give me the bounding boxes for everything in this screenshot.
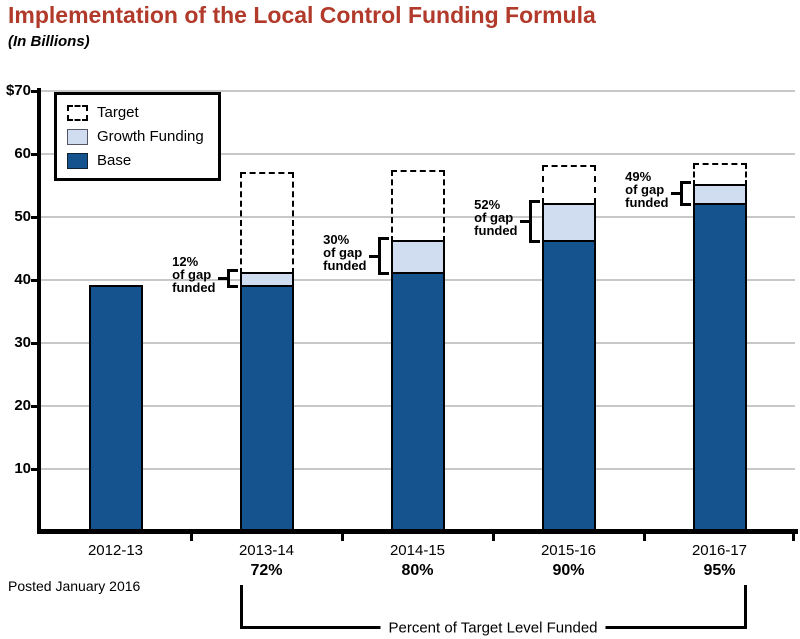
gap-annotation-line: of gap — [172, 267, 212, 283]
x-axis-tick — [643, 534, 646, 541]
gap-annotation-text: 30% of gap funded — [323, 233, 366, 272]
gap-annotation-text: 49% of gap funded — [625, 170, 668, 209]
x-axis — [37, 529, 798, 534]
base-bar — [541, 240, 596, 531]
gap-annotation-text: 52% of gap funded — [474, 198, 517, 237]
gap-annotation-line: funded — [625, 195, 669, 211]
y-tick-label: 20 — [14, 397, 31, 414]
gap-annotation-line: 52% — [474, 197, 501, 213]
gap-bracket-dash — [670, 191, 680, 195]
legend: Target Growth Funding Base — [54, 92, 221, 181]
chart-subtitle: (In Billions) — [8, 33, 90, 50]
gap-annotation-line: 30% — [323, 232, 350, 248]
gap-bracket — [679, 180, 691, 206]
bracket-left-end — [239, 585, 243, 629]
gap-annotation-line: funded — [172, 280, 216, 296]
percent-funded-label: 90% — [552, 562, 585, 579]
y-tick-label: 40 — [14, 271, 31, 288]
y-tick-label: 50 — [14, 208, 31, 225]
target-outline — [692, 162, 747, 186]
year-label: 2015-16 — [540, 542, 597, 559]
gap-annotation-text: 12% of gap funded — [172, 255, 215, 294]
target-outline — [390, 169, 445, 243]
legend-label: Target — [97, 104, 139, 121]
gap-annotation-line: of gap — [474, 210, 514, 226]
legend-item-growth: Growth Funding — [67, 128, 204, 145]
year-label: 2012-13 — [87, 542, 144, 559]
x-axis-tick — [190, 534, 193, 541]
y-axis-tick — [31, 278, 39, 282]
percent-funded-label: 80% — [401, 562, 434, 579]
y-axis — [37, 88, 41, 532]
gridline-50 — [41, 216, 795, 218]
y-tick-label: 10 — [14, 460, 31, 477]
base-bar — [239, 285, 294, 531]
y-tick-label: 30 — [14, 334, 31, 351]
gap-bracket — [226, 268, 238, 289]
x-axis-tick — [492, 534, 495, 541]
gap-bracket — [528, 199, 540, 244]
target-outline — [541, 165, 596, 205]
y-axis-tick — [31, 89, 39, 93]
chart-title: Implementation of the Local Control Fund… — [8, 2, 596, 28]
gap-annotation-line: 49% — [625, 169, 652, 185]
percent-funded-label: 72% — [250, 562, 283, 579]
y-tick-label: 60 — [14, 145, 31, 162]
bracket-right-end — [743, 585, 747, 629]
gap-annotation-line: funded — [474, 223, 518, 239]
year-label: 2014-15 — [389, 542, 446, 559]
year-label: 2013-14 — [238, 542, 295, 559]
gap-annotation-line: 12% — [172, 254, 199, 270]
y-axis-tick — [31, 467, 39, 471]
gridline-70 — [41, 90, 795, 92]
gap-bracket-dash — [217, 276, 227, 280]
gap-bracket — [377, 237, 389, 275]
growth-swatch-icon — [67, 128, 88, 145]
growth-bar — [541, 202, 596, 243]
gap-annotation-line: of gap — [323, 245, 363, 261]
y-axis-tick — [31, 152, 39, 156]
growth-bar — [390, 240, 445, 274]
target-outline — [239, 172, 294, 274]
growth-bar — [692, 183, 747, 205]
posted-date-label: Posted January 2016 — [8, 578, 141, 594]
x-axis-tick — [792, 534, 795, 541]
y-tick-label: $70 — [5, 82, 31, 99]
y-axis-tick — [31, 215, 39, 219]
base-bar — [390, 271, 445, 531]
target-swatch-icon — [67, 104, 88, 121]
gridline-60 — [41, 153, 795, 155]
base-bar — [692, 202, 747, 531]
legend-item-base: Base — [67, 152, 204, 169]
gap-bracket-dash — [519, 219, 529, 223]
y-axis-tick — [31, 341, 39, 345]
bracket-label: Percent of Target Level Funded — [380, 619, 606, 636]
gap-bracket-dash — [368, 254, 378, 258]
base-bar — [88, 285, 143, 531]
percent-funded-label: 95% — [703, 562, 736, 579]
gap-annotation-line: funded — [323, 258, 367, 274]
gap-annotation-line: of gap — [625, 182, 665, 198]
base-swatch-icon — [67, 152, 88, 169]
legend-item-target: Target — [67, 104, 204, 121]
y-axis-tick — [31, 404, 39, 408]
legend-label: Base — [97, 152, 132, 169]
x-axis-tick — [341, 534, 344, 541]
year-label: 2016-17 — [691, 542, 748, 559]
legend-label: Growth Funding — [97, 128, 204, 145]
